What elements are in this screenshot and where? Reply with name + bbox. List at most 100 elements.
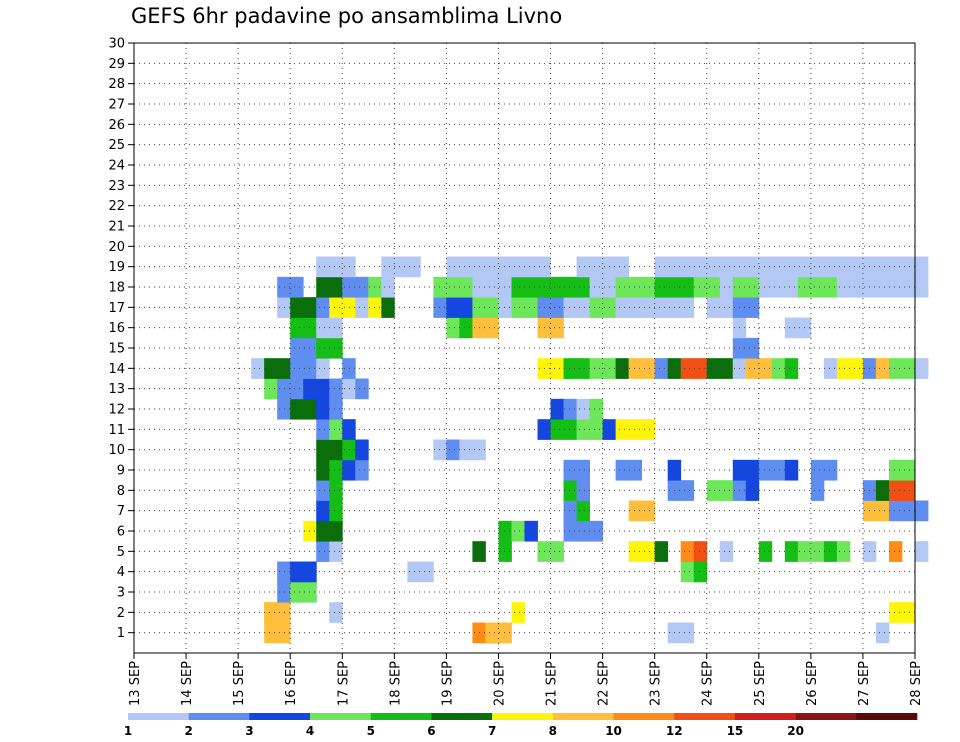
heatmap-cell xyxy=(264,622,278,644)
heatmap-cell xyxy=(836,358,851,379)
heatmap-cell xyxy=(758,358,773,379)
y-tick-label: 14 xyxy=(108,362,125,377)
heatmap-cell xyxy=(576,358,590,379)
heatmap-cell xyxy=(745,480,760,501)
y-tick-label: 18 xyxy=(108,281,125,296)
x-tick-label: 18 SEP xyxy=(388,661,403,706)
heatmap-cell xyxy=(459,317,473,339)
heatmap-cell xyxy=(459,256,473,278)
y-tick-label: 3 xyxy=(117,586,125,601)
heatmap-cell xyxy=(888,276,903,298)
heatmap-cell xyxy=(576,276,590,298)
heatmap-cell xyxy=(316,419,330,440)
heatmap-cell xyxy=(745,297,760,318)
heatmap-cell xyxy=(888,500,903,522)
y-tick-label: 13 xyxy=(108,382,125,397)
heatmap-cell xyxy=(563,297,577,318)
heatmap-cell xyxy=(290,317,304,339)
y-tick-label: 15 xyxy=(108,342,125,357)
y-tick-label: 24 xyxy=(108,159,125,174)
heatmap-cell xyxy=(446,317,460,339)
y-tick-label: 9 xyxy=(117,464,125,479)
x-tick-label: 24 SEP xyxy=(701,661,716,706)
heatmap-cell xyxy=(875,256,890,278)
heatmap-cell xyxy=(550,398,564,420)
heatmap-cell xyxy=(355,297,369,318)
heatmap-cell xyxy=(342,419,356,440)
y-tick-label: 4 xyxy=(117,565,125,580)
legend-color-swatch xyxy=(249,713,311,720)
x-tick-label: 19 SEP xyxy=(440,661,455,706)
x-tick-label: 26 SEP xyxy=(805,661,820,706)
heatmap-cell xyxy=(706,297,721,318)
heatmap-cell xyxy=(901,500,916,522)
heatmap-cell xyxy=(277,602,291,623)
y-tick-label: 26 xyxy=(108,118,125,133)
heatmap-cell xyxy=(342,459,356,481)
y-tick-label: 12 xyxy=(108,403,125,418)
heatmap-cell xyxy=(901,602,916,623)
heatmap-cell xyxy=(550,317,564,339)
heatmap-cell xyxy=(693,276,708,298)
heatmap-cell xyxy=(615,358,630,379)
heatmap-cell xyxy=(498,622,512,644)
heatmap-cell xyxy=(316,358,330,379)
heatmap-cell xyxy=(901,480,916,501)
heatmap-cell xyxy=(680,256,695,278)
heatmap-cell xyxy=(563,459,577,481)
heatmap-cell xyxy=(888,358,903,379)
heatmap-cell xyxy=(680,358,695,379)
heatmap-cell xyxy=(680,541,695,562)
heatmap-cell xyxy=(589,276,603,298)
heatmap-cell xyxy=(290,581,304,603)
x-tick-label: 14 SEP xyxy=(180,661,195,706)
heatmap-cell xyxy=(810,541,825,562)
heatmap-cell xyxy=(576,459,590,481)
heatmap-cell xyxy=(277,358,291,379)
heatmap-cell xyxy=(680,297,695,318)
heatmap-cell xyxy=(342,276,356,298)
heatmap-cell xyxy=(589,297,603,318)
x-tick-label: 22 SEP xyxy=(597,661,612,706)
heatmap-cell xyxy=(459,439,473,461)
heatmap-cell xyxy=(550,276,564,298)
y-tick-label: 7 xyxy=(117,504,125,519)
heatmap-cell xyxy=(693,561,708,583)
y-tick-label: 2 xyxy=(117,606,125,621)
heatmap-cell xyxy=(524,520,538,542)
heatmap-cell xyxy=(563,520,577,542)
heatmap-cell xyxy=(719,256,734,278)
heatmap-cell xyxy=(316,398,330,420)
heatmap-cell xyxy=(329,378,343,400)
x-tick-label: 21 SEP xyxy=(545,661,560,706)
heatmap-cell xyxy=(446,439,460,461)
y-tick-label: 16 xyxy=(108,321,125,336)
heatmap-cell xyxy=(680,622,695,644)
legend-color-swatch xyxy=(552,713,614,720)
heatmap-cell xyxy=(277,622,291,644)
heatmap-cell xyxy=(680,276,695,298)
heatmap-cell xyxy=(576,256,590,278)
y-tick-label: 20 xyxy=(108,240,125,255)
heatmap-cell xyxy=(316,276,330,298)
heatmap-cell xyxy=(641,541,656,562)
heatmap-cell xyxy=(524,297,538,318)
heatmap-cell xyxy=(511,520,525,542)
heatmap-cell xyxy=(329,256,343,278)
x-tick-label: 15 SEP xyxy=(232,661,247,706)
heatmap-cell xyxy=(524,256,538,278)
heatmap-cell xyxy=(771,459,786,481)
heatmap-cell xyxy=(719,297,734,318)
heatmap-cell xyxy=(654,276,669,298)
heatmap-cell xyxy=(498,297,512,318)
chart-title: GEFS 6hr padavine po ansamblima Livno xyxy=(131,4,563,28)
heatmap-cell xyxy=(329,439,343,461)
heatmap-cell xyxy=(771,256,786,278)
heatmap-cell xyxy=(485,622,499,644)
heatmap-cell xyxy=(628,419,643,440)
heatmap-cell xyxy=(550,297,564,318)
heatmap-cell xyxy=(498,541,512,562)
heatmap-cell xyxy=(888,256,903,278)
heatmap-cell xyxy=(342,439,356,461)
